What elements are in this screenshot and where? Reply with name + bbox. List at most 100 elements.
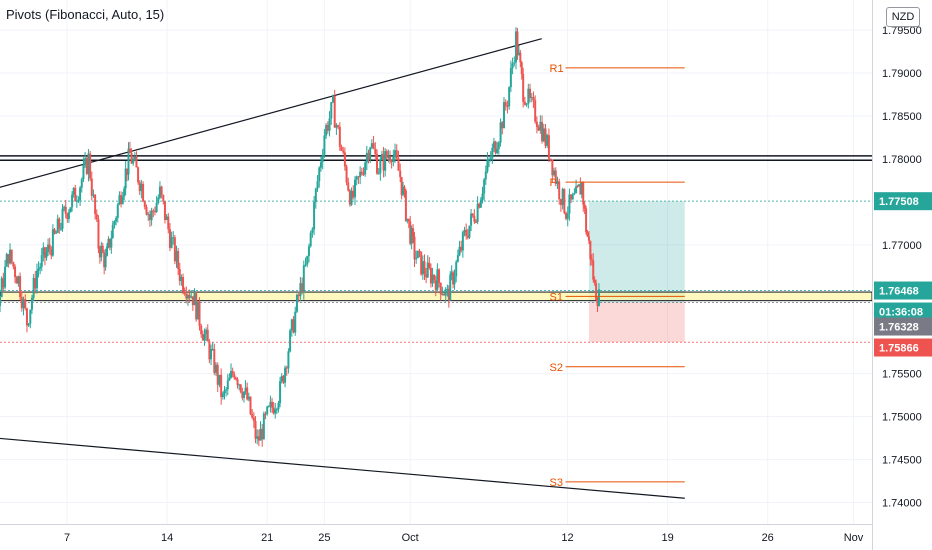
candle-body [140,183,143,192]
candle-body [593,279,596,284]
candle-body [256,436,259,439]
candle-body [479,199,482,208]
candle-body [478,203,481,208]
candle-body [582,182,585,205]
candle-body [165,216,168,220]
candle-body [325,125,328,136]
candle-body [385,151,388,158]
price-tick-label: 1.79500 [882,25,922,37]
candle-body [359,171,362,178]
candle-body [221,393,224,398]
candle-body [306,255,309,265]
candle-body [456,255,459,262]
candle-body [404,190,407,221]
candle-body [183,291,186,294]
candle-body [501,122,504,129]
currency-badge[interactable]: NZD [886,7,920,27]
candles [0,27,600,447]
candle-body [304,264,307,266]
candle-body [576,186,579,188]
candle-body [413,236,416,260]
candle-body [201,334,204,341]
candle-body [516,31,519,56]
candle-body [108,238,111,248]
candle-body [148,214,151,221]
candle-body [309,232,312,247]
candle-body [534,100,537,122]
candle-body [444,289,447,296]
candle-body [280,375,283,382]
candle-body [79,187,82,201]
candle-body [59,228,62,230]
candle-body [295,294,298,312]
horizontal-levels [0,155,873,343]
candle-body [418,250,421,252]
candle-body [492,141,495,148]
candle-body [387,156,390,158]
candle-body [566,213,569,219]
candle-body [234,377,237,380]
candle-body [133,156,136,161]
candle-body [301,283,304,293]
candle-body [587,236,590,241]
candle-body [337,125,340,127]
candle-body [389,156,392,162]
candle-body [259,428,262,441]
candle-body [254,421,257,439]
candle-body [484,171,487,180]
indicator-title[interactable]: Pivots (Fibonacci, Auto, 15) [6,7,165,22]
candle-body [297,294,300,297]
candle-body [503,102,506,129]
candle-body [294,311,297,333]
candle-body [132,160,135,164]
candle-body [98,248,101,258]
candle-body [556,181,559,184]
candle-body [42,247,45,256]
candle-body [597,289,600,306]
candle-body [208,341,211,360]
candle-body [75,200,78,202]
candle-body [523,101,526,105]
price-tick-label: 1.75500 [882,369,922,381]
candle-body [577,184,580,187]
pivot-label: S3 [550,477,563,489]
candle-body [376,154,379,174]
candle-body [135,156,138,168]
candle-body [63,206,66,209]
candle-body [347,182,350,191]
candle-body [142,183,145,202]
candle-body [421,261,424,275]
candle-body [395,150,398,159]
candle-body [252,417,255,422]
candle-body [195,293,198,320]
candle-body [53,229,56,234]
candle-body [206,329,209,342]
candle-body [158,186,161,198]
candle-body [331,95,334,103]
candle-body [420,251,423,275]
candle-body [595,283,598,301]
candle-body [223,390,226,394]
candle-body [407,218,410,222]
candle-body [489,158,492,160]
candle-body [575,186,578,194]
candle-body [111,224,114,239]
candle-body [463,229,466,233]
candle-body [193,293,196,306]
candle-body [172,237,175,239]
candle-body [330,102,333,119]
candle-body [541,121,544,142]
candle-body [150,210,153,221]
time-scale[interactable]: 7 14 21 25 Oct 12 19 26 Nov [0,525,872,550]
candle-body [400,177,403,195]
price-scale[interactable]: 1.79500 1.79000 1.78500 1.78000 1.77000 1.755… [873,0,932,550]
candle-body [517,52,520,56]
candle-body [525,103,528,105]
time-scale-border [0,524,872,525]
candle-body [285,367,288,369]
candle-body [496,148,499,154]
candle-body [570,194,573,200]
price-marker-box [874,338,932,357]
candle-body [382,154,385,171]
